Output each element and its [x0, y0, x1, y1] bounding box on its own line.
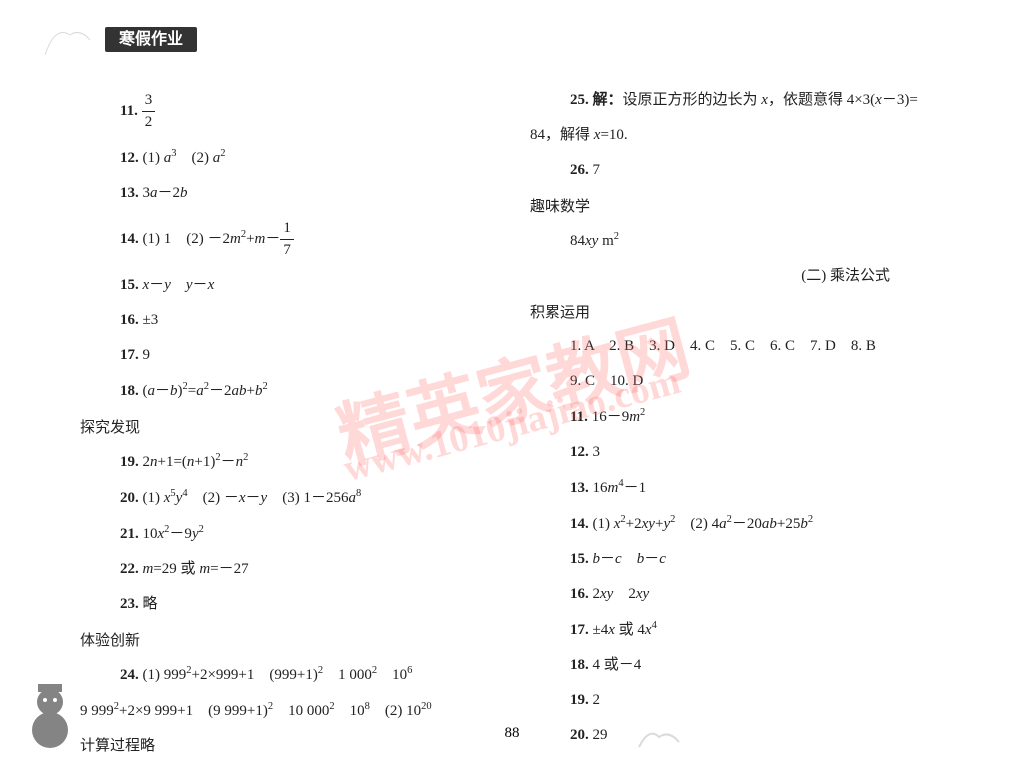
left-column: 11. 32 12. (1) a3 (2) a2 13. 3a－2b 14. (… [80, 90, 510, 771]
item-12: 12. (1) a3 (2) a2 [80, 147, 510, 169]
fun-math-item: 84xy m2 [530, 230, 950, 252]
section-multiplication: (二) 乘法公式 [530, 266, 950, 287]
page-container: 寒假作业 精英家教网 www.1010jiajiao.com 11. 32 12… [0, 0, 1024, 772]
right-column: 25. 解：设原正方形的边长为 x，依题意得 4×3(x－3)= 84，解得 x… [510, 90, 950, 771]
item-25-line1: 25. 解：设原正方形的边长为 x，依题意得 4×3(x－3)= [530, 90, 950, 111]
item-13: 13. 3a－2b [80, 183, 510, 204]
item-18: 18. (a－b)2=a2－2ab+b2 [80, 380, 510, 402]
page-number: 88 [505, 725, 520, 742]
section-accumulate: 积累运用 [530, 301, 950, 322]
item-22: 22. m=29 或 m=－27 [80, 559, 510, 580]
item-20: 20. (1) x5y4 (2) －x－y (3) 1－256a8 [80, 487, 510, 509]
item-19: 19. 2n+1=(n+1)2－n2 [80, 451, 510, 473]
item-24-line2: 9 9992+2×9 999+1 (9 999+1)2 10 0002 108 … [80, 700, 510, 722]
item-26: 26. 7 [530, 160, 950, 181]
header: 寒假作业 [105, 25, 197, 49]
item-16: 16. ±3 [80, 310, 510, 331]
item-25-line2: 84，解得 x=10. [530, 125, 950, 146]
item-15: 15. x－y y－x [80, 275, 510, 296]
section-fun-math: 趣味数学 [530, 195, 950, 216]
item-14: 14. (1) 1 (2) －2m2+m－17 [80, 218, 510, 261]
mc-row1: 1. A 2. B 3. D 4. C 5. C 6. C 7. D 8. B [530, 336, 950, 357]
r-item-18: 18. 4 或－4 [530, 655, 950, 676]
item-24-line1: 24. (1) 9992+2×999+1 (999+1)2 1 0002 106 [80, 664, 510, 686]
r-item-19: 19. 2 [530, 690, 950, 711]
bottom-smudge-icon [634, 722, 684, 752]
r-item-15: 15. b－c b－c [530, 549, 950, 570]
section-innovation: 体验创新 [80, 629, 510, 650]
header-decoration-icon [40, 20, 95, 60]
r-item-13: 13. 16m4－1 [530, 477, 950, 499]
r-item-16: 16. 2xy 2xy [530, 584, 950, 605]
r-item-12: 12. 3 [530, 442, 950, 463]
item-23: 23. 略 [80, 594, 510, 615]
r-item-20: 20. 29 [530, 725, 950, 746]
r-item-17: 17. ±4x 或 4x4 [530, 619, 950, 641]
content-columns: 11. 32 12. (1) a3 (2) a2 13. 3a－2b 14. (… [80, 90, 984, 771]
header-title-badge: 寒假作业 [105, 27, 197, 52]
section-explore: 探究发现 [80, 416, 510, 437]
item-17: 17. 9 [80, 345, 510, 366]
mc-row2: 9. C 10. D [530, 371, 950, 392]
item-24-line3: 计算过程略 [80, 736, 510, 757]
item-21: 21. 10x2－9y2 [80, 523, 510, 545]
r-item-11: 11. 16－9m2 [530, 406, 950, 428]
item-11: 11. 32 [80, 90, 510, 133]
r-item-14: 14. (1) x2+2xy+y2 (2) 4a2－20ab+25b2 [530, 513, 950, 535]
snowman-icon [20, 682, 80, 752]
